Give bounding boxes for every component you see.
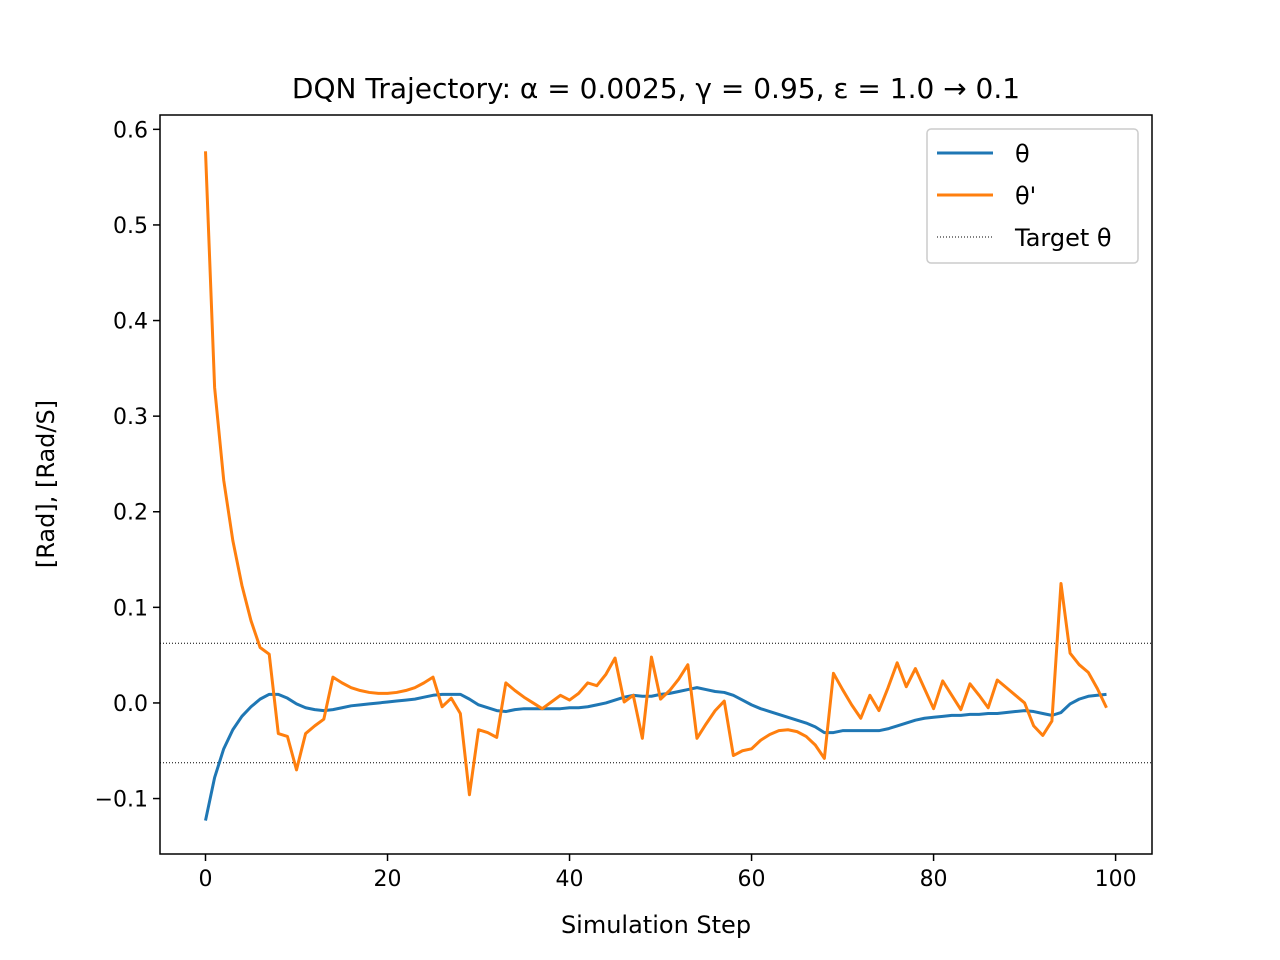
target-lines	[160, 642, 1152, 764]
axes-frame	[159, 114, 1153, 855]
y-tick-label: −0.1	[95, 788, 148, 813]
legend: θ θ' Target θ	[926, 128, 1139, 264]
series-line-1	[204, 151, 1108, 797]
y-tick-label: 0.2	[113, 501, 148, 526]
x-axis: 0 20 40 60 80 100	[199, 854, 1137, 892]
y-tick-label: 0.3	[113, 405, 148, 430]
y-tick-label: 0.1	[113, 596, 148, 621]
x-tick-label: 40	[556, 867, 584, 892]
y-tick-label: 0.0	[113, 692, 148, 717]
legend-label-1: θ'	[1015, 182, 1036, 210]
y-axis: −0.1 0.0 0.1 0.2 0.3 0.4 0.5 0.6	[95, 118, 160, 813]
x-axis-label: Simulation Step	[561, 911, 751, 939]
plot-area	[159, 114, 1153, 855]
legend-label-2: Target θ	[1014, 224, 1112, 252]
chart-title: DQN Trajectory: α = 0.0025, γ = 0.95, ε …	[292, 72, 1020, 105]
y-tick-label: 0.5	[113, 214, 148, 239]
x-tick-label: 60	[738, 867, 766, 892]
legend-label-0: θ	[1015, 140, 1030, 168]
series-lines	[204, 151, 1108, 821]
x-tick-label: 0	[199, 867, 213, 892]
x-tick-label: 80	[920, 867, 948, 892]
y-tick-label: 0.4	[113, 310, 148, 335]
x-tick-label: 100	[1095, 867, 1137, 892]
y-tick-label: 0.6	[113, 118, 148, 143]
legend-box	[926, 128, 1139, 264]
series-line-0	[204, 686, 1107, 821]
legend-items: θ θ' Target θ	[937, 140, 1112, 252]
y-axis-label: [Rad], [Rad/S]	[32, 400, 60, 568]
x-tick-label: 20	[374, 867, 402, 892]
